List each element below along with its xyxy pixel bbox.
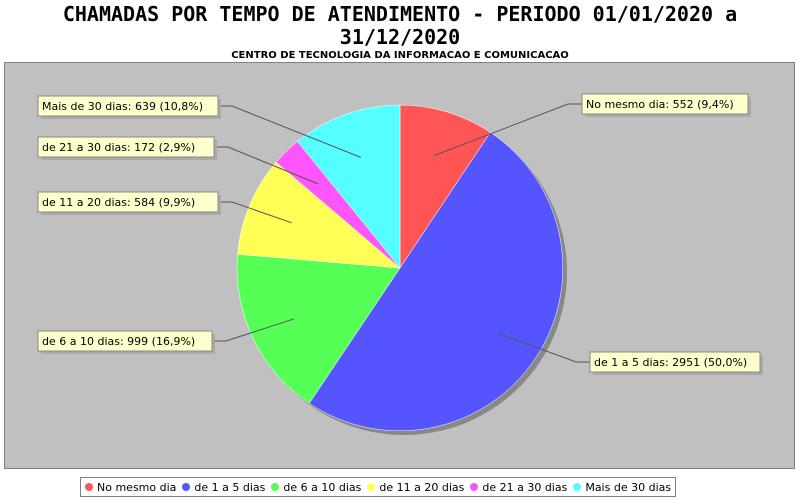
leader-line-no-mesmo-dia	[433, 103, 582, 157]
legend-swatch-mais-de-30-dias	[573, 483, 582, 491]
legend-item-de-21-a-30-dias: de 21 a 30 dias	[470, 481, 567, 494]
slice-label-de-11-a-20-dias: de 11 a 20 dias: 584 (9,9%)	[42, 196, 195, 209]
pie-slice-de-11-a-20-dias[interactable]	[237, 161, 401, 269]
legend-swatch-no-mesmo-dia	[85, 483, 93, 491]
pie-chart: No mesmo dia: 552 (9,4%) de 1 a 5 dias: 2…	[37, 93, 763, 435]
pie-slice-no-mesmo-dia[interactable]	[399, 104, 491, 269]
legend-swatch-de-1-a-5-dias	[182, 483, 191, 491]
legend-item-de-11-a-20-dias: de 11 a 20 dias	[367, 481, 464, 494]
chart-subtitle: CENTRO DE TECNOLOGIA DA INFORMACAO E COM…	[231, 50, 569, 61]
legend-item-no-mesmo-dia: No mesmo dia	[85, 481, 176, 494]
slice-label-no-mesmo-dia: No mesmo dia: 552 (9,4%)	[586, 98, 734, 111]
legend-swatch-de-21-a-30-dias	[470, 483, 479, 491]
label-box-de-1-a-5-dias	[589, 351, 761, 373]
legend-label-de-21-a-30-dias: de 21 a 30 dias	[482, 480, 568, 494]
label-box-de-11-a-20-dias	[37, 191, 219, 213]
chart-legend: No mesmo dia de 1 a 5 dias de 6 a 10 dias d…	[80, 477, 677, 497]
leader-line-de-1-a-5-dias	[497, 332, 590, 363]
pie-slice-de-6-a-10-dias[interactable]	[236, 253, 401, 404]
leader-line-de-21-a-30-dias	[214, 146, 319, 185]
legend-swatch-de-6-a-10-dias	[271, 483, 280, 491]
slice-label-de-21-a-30-dias: de 21 a 30 dias: 172 (2,9%)	[42, 141, 195, 154]
pie-slice-de-1-a-5-dias[interactable]	[308, 132, 564, 432]
chart-title-line1: CHAMADAS POR TEMPO DE ATENDIMENTO - PERI…	[62, 2, 738, 26]
leader-line-de-11-a-20-dias	[218, 201, 292, 224]
leader-line-mais-de-30-dias	[218, 105, 361, 158]
label-box-de-21-a-30-dias	[37, 136, 215, 158]
pie-slice-mais-de-30-dias[interactable]	[297, 104, 401, 269]
legend-swatch-de-11-a-20-dias	[367, 483, 376, 491]
legend-item-mais-de-30-dias: Mais de 30 dias	[573, 481, 671, 494]
chart-title: CHAMADAS POR TEMPO DE ATENDIMENTO - PERI…	[0, 0, 800, 49]
leader-line-de-6-a-10-dias	[212, 318, 295, 342]
label-box-no-mesmo-dia	[581, 93, 749, 115]
legend-label-de-11-a-20-dias: de 11 a 20 dias	[379, 480, 465, 494]
legend-item-de-6-a-10-dias: de 6 a 10 dias	[271, 481, 361, 494]
chart-title-line2: 31/12/2020	[339, 25, 461, 49]
legend-label-de-6-a-10-dias: de 6 a 10 dias	[283, 480, 362, 494]
label-box-de-6-a-10-dias	[37, 330, 213, 352]
slice-label-de-1-a-5-dias: de 1 a 5 dias: 2951 (50,0%)	[594, 356, 747, 369]
legend-label-mais-de-30-dias: Mais de 30 dias	[585, 480, 672, 494]
legend-item-de-1-a-5-dias: de 1 a 5 dias	[182, 481, 265, 494]
legend-label-no-mesmo-dia: No mesmo dia	[97, 480, 177, 494]
slice-label-de-6-a-10-dias: de 6 a 10 dias: 999 (16,9%)	[42, 335, 195, 348]
slice-label-mais-de-30-dias: Mais de 30 dias: 639 (10,8%)	[42, 100, 203, 113]
label-box-mais-de-30-dias	[37, 95, 219, 117]
legend-label-de-1-a-5-dias: de 1 a 5 dias	[194, 480, 266, 494]
